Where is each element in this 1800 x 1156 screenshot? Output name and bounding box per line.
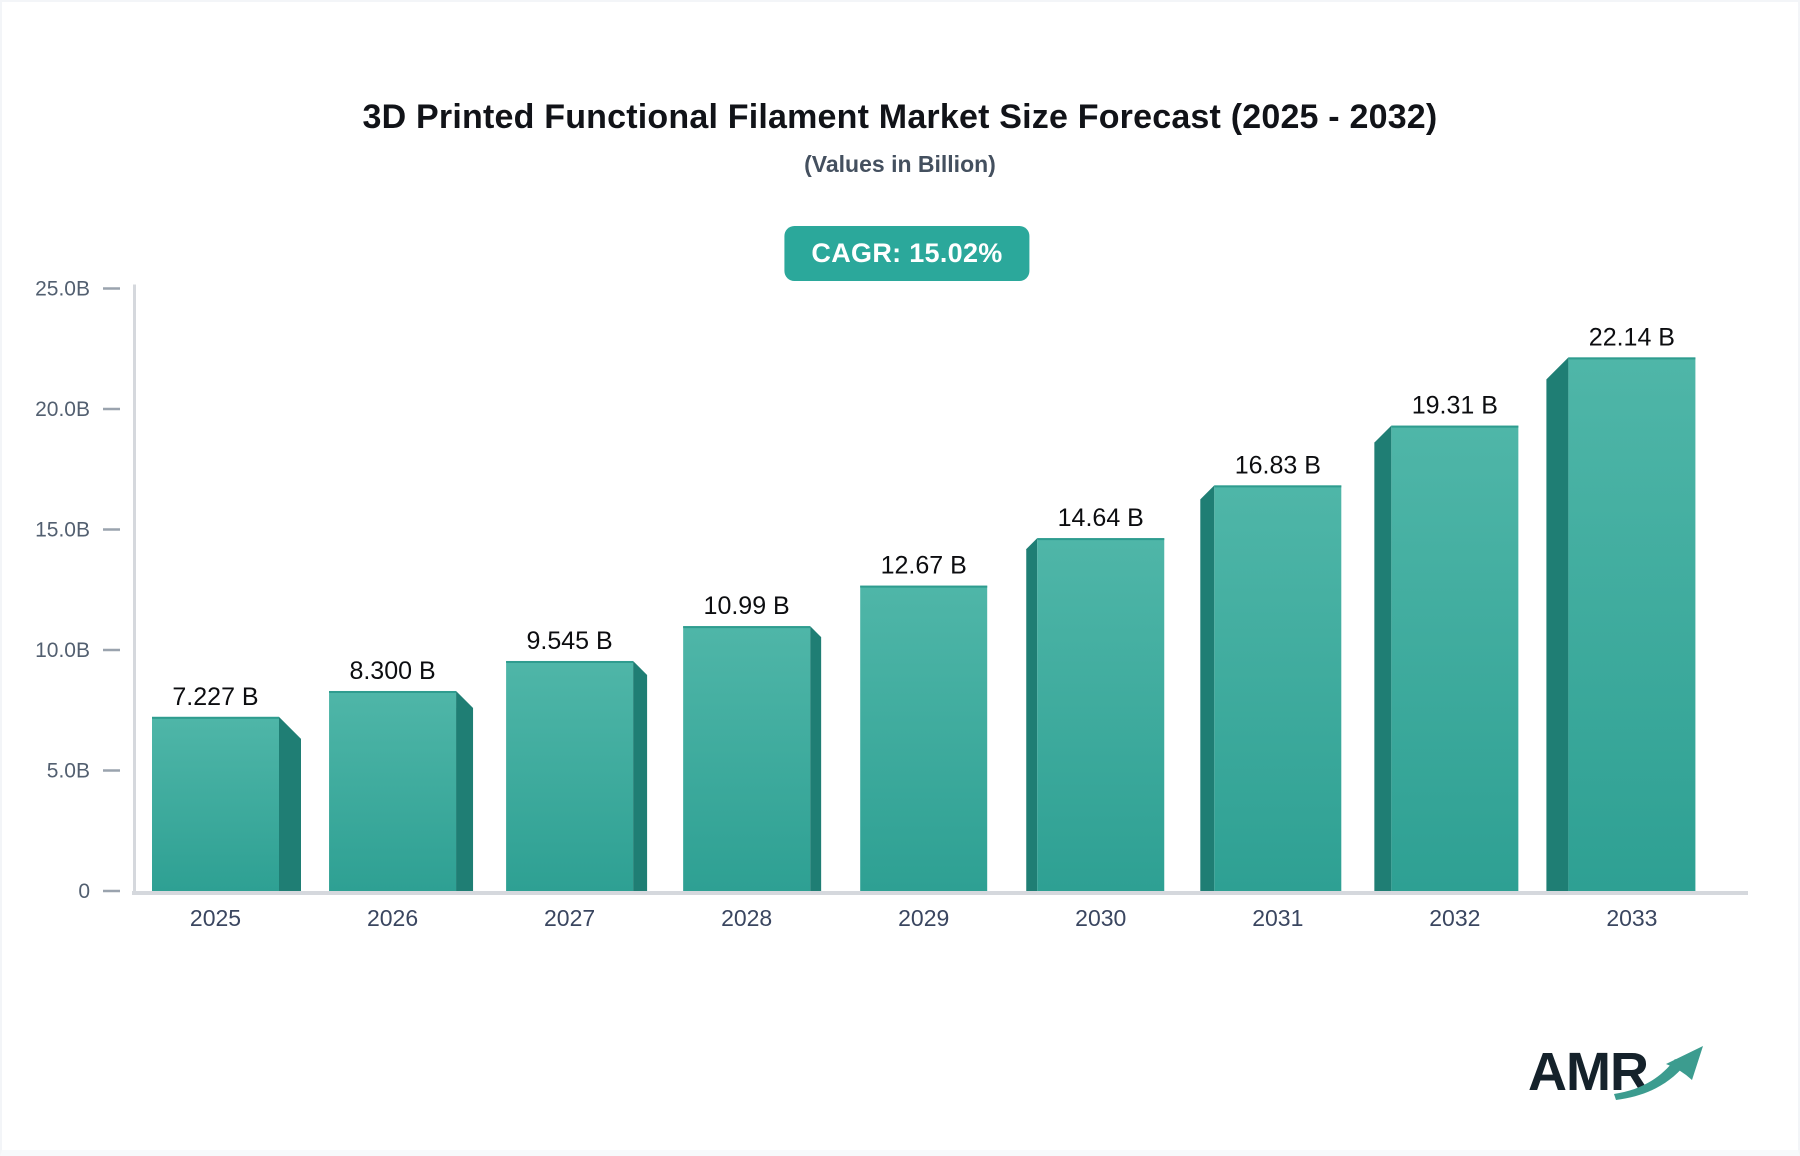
y-tick-label: 5.0B: [47, 760, 90, 783]
bar-value-label: 8.300 B: [349, 657, 435, 685]
bar-value-label: 16.83 B: [1235, 451, 1321, 479]
y-tick-label: 0: [78, 880, 90, 903]
x-axis-label: 2030: [1075, 905, 1126, 931]
bar-value-label: 7.227 B: [172, 683, 258, 711]
y-tick-label: 15.0B: [35, 519, 90, 542]
bar-side-face: [1374, 425, 1392, 891]
bar-side-face: [1200, 485, 1215, 891]
bar: [860, 585, 988, 891]
bar: [1037, 538, 1165, 891]
x-axis-label: 2027: [544, 905, 595, 931]
bar-value-label: 12.67 B: [881, 552, 967, 580]
cagr-badge: CAGR: 15.02%: [784, 226, 1030, 281]
bar: [1214, 485, 1342, 891]
bar-side-face: [1026, 538, 1038, 891]
bar: [1568, 357, 1696, 891]
x-axis-label: 2026: [367, 905, 418, 931]
x-axis-label: 2028: [721, 905, 772, 931]
x-axis-label: 2029: [898, 905, 949, 931]
bar-value-label: 10.99 B: [704, 592, 790, 620]
bar-value-label: 9.545 B: [527, 627, 613, 655]
chart-title: 3D Printed Functional Filament Market Si…: [362, 98, 1438, 136]
x-axis-label: 2025: [190, 905, 241, 931]
amr-logo: AMR: [1528, 1042, 1703, 1102]
bar: [152, 716, 279, 891]
bar-side-face: [810, 626, 822, 891]
bar: [506, 660, 634, 891]
chart-subtitle: (Values in Billion): [804, 151, 996, 177]
bar-value-label: 19.31 B: [1412, 392, 1498, 420]
y-tick-label: 25.0B: [35, 278, 90, 301]
x-axis-label: 2032: [1429, 905, 1480, 931]
y-tick-label: 10.0B: [35, 639, 90, 662]
trend-up-arrow-icon: [1614, 1046, 1703, 1100]
bar-side-face: [1546, 357, 1569, 891]
bar: [329, 690, 457, 891]
bar-value-label: 22.14 B: [1589, 323, 1675, 351]
bar-side-face: [456, 690, 474, 891]
bar-side-face: [279, 716, 301, 891]
bar: [1391, 425, 1519, 891]
x-axis-label: 2031: [1252, 905, 1303, 931]
bar-value-label: 14.64 B: [1058, 504, 1144, 532]
x-axis-label: 2033: [1606, 905, 1657, 931]
y-tick-label: 20.0B: [35, 398, 90, 421]
bar: [683, 626, 811, 891]
bar-side-face: [633, 660, 648, 891]
